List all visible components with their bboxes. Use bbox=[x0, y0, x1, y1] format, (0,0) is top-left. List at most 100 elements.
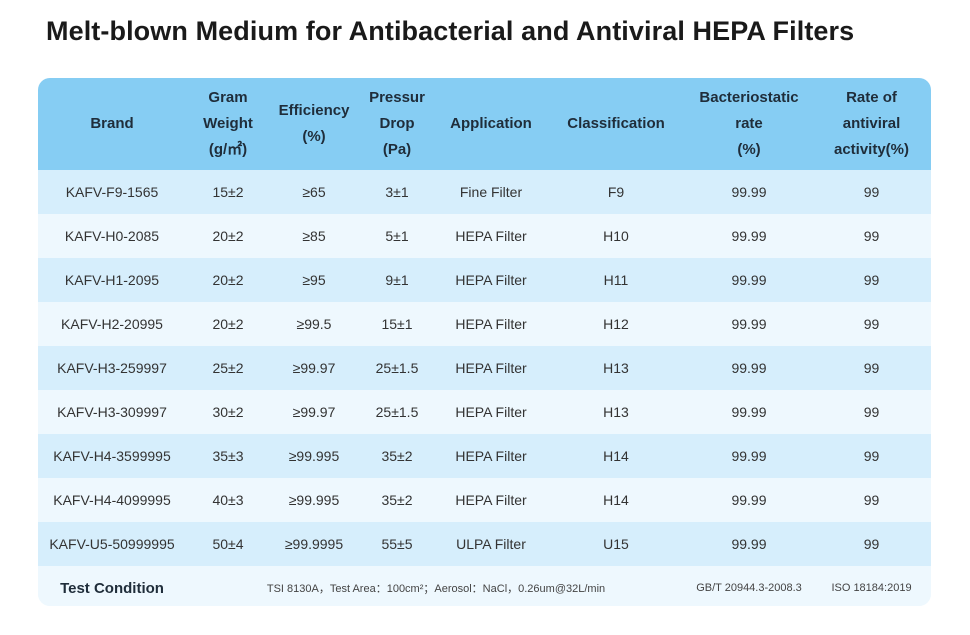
table-row: KAFV-H0-2085 20±2 ≥85 5±1 HEPA Filter H10 99.9… bbox=[38, 214, 931, 258]
cell-antiviral-rate: 99 bbox=[863, 404, 880, 420]
cell-gram-weight: 20±2 bbox=[212, 272, 244, 288]
header-line: Efficiency bbox=[278, 102, 350, 119]
cell-application: HEPA Filter bbox=[455, 448, 527, 464]
cell-classification: H12 bbox=[603, 316, 629, 332]
cell-antiviral-rate: 99 bbox=[863, 360, 880, 376]
header-line: Gram bbox=[208, 89, 248, 106]
cell-classification: H11 bbox=[603, 272, 629, 288]
header-cell: Classification bbox=[546, 78, 686, 170]
cell-pressure-drop: 25±1.5 bbox=[375, 360, 419, 376]
spec-table-container: Brand Gram Weight (g/㎡) Efficiency (%) Pres… bbox=[38, 78, 931, 606]
header-line: Brand bbox=[90, 115, 134, 132]
header-line: Drop bbox=[379, 115, 415, 132]
cell-application: HEPA Filter bbox=[455, 272, 527, 288]
header-line: (g/㎡) bbox=[208, 141, 248, 158]
table-row: KAFV-H4-4099995 40±3 ≥99.995 35±2 HEPA Filte… bbox=[38, 478, 931, 522]
cell-antiviral-rate: 99 bbox=[863, 272, 880, 288]
header-line: rate bbox=[735, 115, 763, 132]
cell-antiviral-rate: 99 bbox=[863, 448, 880, 464]
cell-pressure-drop: 25±1.5 bbox=[375, 404, 419, 420]
cell-application: Fine Filter bbox=[459, 184, 523, 200]
cell-brand: KAFV-F9-1565 bbox=[65, 184, 159, 200]
cell-efficiency: ≥99.995 bbox=[288, 492, 340, 508]
table-row: KAFV-H1-2095 20±2 ≥95 9±1 HEPA Filter H11 99.9… bbox=[38, 258, 931, 302]
cell-gram-weight: 35±3 bbox=[212, 448, 244, 464]
bacteriostatic-standard: GB/T 20944.3-2008.3 bbox=[696, 582, 802, 594]
cell-efficiency: ≥99.9995 bbox=[284, 536, 344, 552]
cell-antiviral-rate: 99 bbox=[863, 316, 880, 332]
header-line: activity(%) bbox=[833, 141, 910, 158]
cell-efficiency: ≥95 bbox=[302, 272, 326, 288]
header-line: Pressur bbox=[369, 89, 425, 106]
header-line: Weight bbox=[203, 115, 253, 132]
cell-pressure-drop: 35±2 bbox=[381, 448, 413, 464]
cell-pressure-drop: 55±5 bbox=[381, 536, 413, 552]
cell-classification: H14 bbox=[603, 492, 629, 508]
cell-brand: KAFV-H3-309997 bbox=[57, 404, 167, 420]
cell-gram-weight: 25±2 bbox=[212, 360, 244, 376]
header-cell: Rate of antiviral activity(%) bbox=[812, 78, 931, 170]
cell-antiviral-rate: 99 bbox=[863, 536, 880, 552]
cell-application: HEPA Filter bbox=[455, 360, 527, 376]
cell-brand: KAFV-H2-20995 bbox=[61, 316, 163, 332]
spec-table: Brand Gram Weight (g/㎡) Efficiency (%) Pres… bbox=[38, 78, 931, 606]
header-line: Classification bbox=[567, 115, 665, 132]
cell-application: HEPA Filter bbox=[455, 228, 527, 244]
test-condition-text: TSI 8130A，Test Area：100cm²；Aerosol：NaCl，… bbox=[266, 583, 606, 595]
table-body: KAFV-F9-1565 15±2 ≥65 3±1 Fine Filter F9 99.99… bbox=[38, 170, 931, 566]
cell-pressure-drop: 35±2 bbox=[381, 492, 413, 508]
test-condition-label: Test Condition bbox=[60, 579, 164, 597]
cell-pressure-drop: 9±1 bbox=[385, 272, 409, 288]
header-cell: Bacteriostatic rate (%) bbox=[686, 78, 812, 170]
header-cell: Efficiency (%) bbox=[270, 78, 358, 170]
cell-classification: F9 bbox=[607, 184, 625, 200]
cell-bacteriostatic-rate: 99.99 bbox=[731, 360, 767, 376]
cell-application: HEPA Filter bbox=[455, 316, 527, 332]
cell-classification: H13 bbox=[603, 404, 629, 420]
header-cell: Brand bbox=[38, 78, 186, 170]
cell-gram-weight: 30±2 bbox=[212, 404, 244, 420]
table-row: KAFV-U5-50999995 50±4 ≥99.9995 55±5 ULPA Fil… bbox=[38, 522, 931, 566]
page-title: Melt-blown Medium for Antibacterial and … bbox=[46, 16, 855, 46]
cell-bacteriostatic-rate: 99.99 bbox=[731, 536, 767, 552]
header-line: (%) bbox=[302, 128, 326, 145]
cell-antiviral-rate: 99 bbox=[863, 492, 880, 508]
cell-bacteriostatic-rate: 99.99 bbox=[731, 492, 767, 508]
cell-bacteriostatic-rate: 99.99 bbox=[731, 404, 767, 420]
cell-brand: KAFV-H1-2095 bbox=[64, 272, 160, 288]
header-line: Application bbox=[450, 115, 532, 132]
cell-gram-weight: 20±2 bbox=[212, 228, 244, 244]
header-line: (Pa) bbox=[382, 141, 412, 158]
header-cell: Application bbox=[436, 78, 546, 170]
cell-application: ULPA Filter bbox=[456, 536, 526, 552]
cell-gram-weight: 20±2 bbox=[212, 316, 244, 332]
table-row: KAFV-H3-309997 30±2 ≥99.97 25±1.5 HEPA Filte… bbox=[38, 390, 931, 434]
cell-gram-weight: 50±4 bbox=[212, 536, 244, 552]
table-row: KAFV-H2-20995 20±2 ≥99.5 15±1 HEPA Filter H12… bbox=[38, 302, 931, 346]
cell-efficiency: ≥99.97 bbox=[292, 404, 336, 420]
header-line: Rate of bbox=[846, 89, 897, 106]
cell-bacteriostatic-rate: 99.99 bbox=[731, 228, 767, 244]
cell-classification: U15 bbox=[603, 536, 629, 552]
cell-gram-weight: 40±3 bbox=[212, 492, 244, 508]
header-line: Bacteriostatic bbox=[699, 89, 799, 106]
cell-brand: KAFV-U5-50999995 bbox=[49, 536, 175, 552]
cell-efficiency: ≥99.97 bbox=[292, 360, 336, 376]
table-row: KAFV-H4-3599995 35±3 ≥99.995 35±2 HEPA Filte… bbox=[38, 434, 931, 478]
antiviral-standard: ISO 18184:2019 bbox=[831, 582, 912, 594]
cell-brand: KAFV-H3-259997 bbox=[57, 360, 167, 376]
cell-efficiency: ≥99.5 bbox=[296, 316, 332, 332]
cell-antiviral-rate: 99 bbox=[863, 228, 880, 244]
header-line: (%) bbox=[737, 141, 761, 158]
cell-application: HEPA Filter bbox=[455, 404, 527, 420]
cell-pressure-drop: 3±1 bbox=[385, 184, 409, 200]
table-row: KAFV-H3-259997 25±2 ≥99.97 25±1.5 HEPA Filte… bbox=[38, 346, 931, 390]
cell-classification: H13 bbox=[603, 360, 629, 376]
cell-efficiency: ≥99.995 bbox=[288, 448, 340, 464]
cell-gram-weight: 15±2 bbox=[212, 184, 244, 200]
header-cell: Pressur Drop (Pa) bbox=[358, 78, 436, 170]
cell-brand: KAFV-H4-3599995 bbox=[53, 448, 171, 464]
cell-efficiency: ≥85 bbox=[302, 228, 326, 244]
cell-pressure-drop: 5±1 bbox=[385, 228, 409, 244]
cell-antiviral-rate: 99 bbox=[863, 184, 880, 200]
